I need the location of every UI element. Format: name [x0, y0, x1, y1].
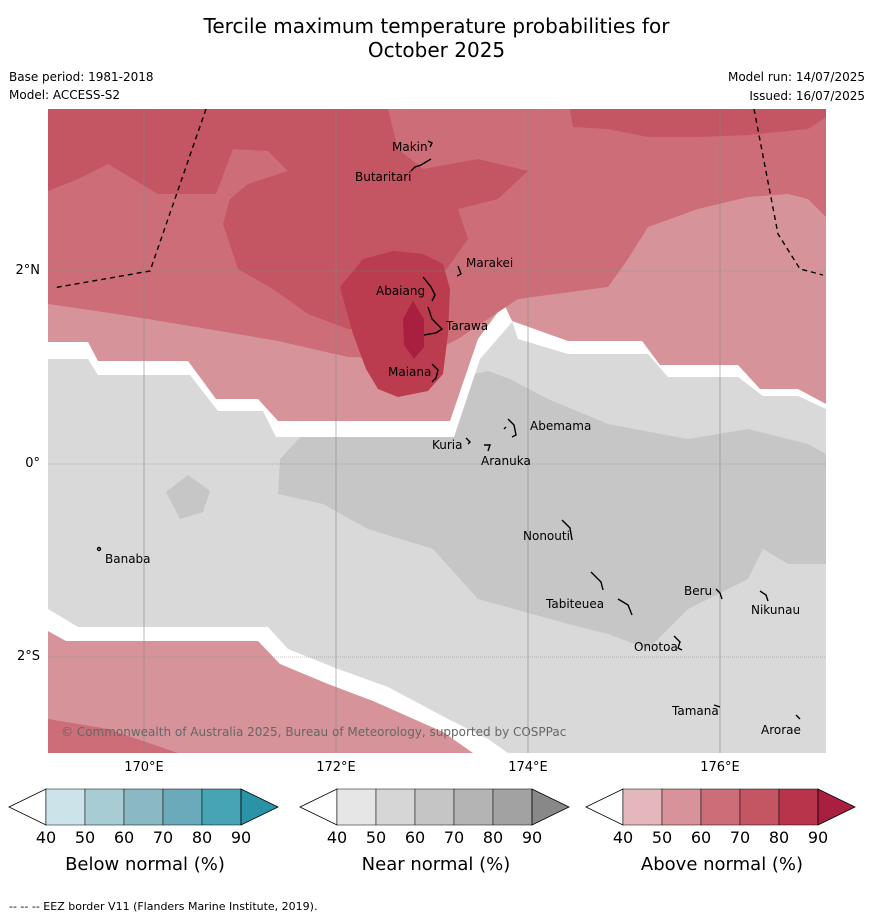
island-outlines: [96, 140, 801, 720]
place-tarawa: Tarawa: [445, 319, 488, 333]
colorbar-below-normal: [8, 788, 279, 826]
model-label: Model: ACCESS-S2: [9, 88, 121, 102]
colorbar-below-tick: 50: [74, 828, 96, 847]
place-maiana: Maiana: [388, 365, 431, 379]
above-normal-80: [340, 251, 450, 397]
colorbar-above-title: Above normal (%): [640, 854, 804, 875]
lat-label-2s: 2°S: [16, 649, 40, 664]
colorbar-below-tick: 60: [113, 828, 135, 847]
lon-label-172e: 172°E: [316, 760, 356, 775]
colorbar-below-segment: [201, 788, 242, 826]
above-normal-90: [403, 301, 424, 359]
eez-footer-note: -- -- -- EEZ border V11 (Flanders Marine…: [9, 900, 318, 913]
issued-date: Issued: 16/07/2025: [749, 89, 865, 103]
colorbar-near-segment: [414, 788, 455, 826]
lon-label-174e: 174°E: [508, 760, 548, 775]
colorbar-near-tick: 90: [521, 828, 543, 847]
colorbar-near-title: Near normal (%): [361, 854, 511, 875]
colorbar-below-segment: [84, 788, 125, 826]
colorbar-above-normal: [585, 788, 856, 826]
colorbar-above-tick: 90: [807, 828, 829, 847]
above-normal-south-60: [48, 719, 178, 753]
lon-label-170e: 170°E: [124, 760, 164, 775]
copyright-notice: © Commonwealth of Australia 2025, Bureau…: [61, 725, 566, 739]
colorbar-below-title: Below normal (%): [65, 854, 225, 875]
colorbar-near-normal: [299, 788, 570, 826]
colorbar-below-low-extend: [8, 788, 47, 826]
colorbar-near-tick: 80: [482, 828, 504, 847]
place-tamana: Tamana: [671, 704, 719, 718]
colorbar-above-segment: [778, 788, 819, 826]
near-normal-darker-patch: [166, 475, 210, 519]
place-aranuka: Aranuka: [481, 454, 531, 468]
eez-border: [52, 109, 824, 289]
colorbar-near-tick: 50: [365, 828, 387, 847]
colorbar-near-tick: 70: [443, 828, 465, 847]
colorbar-above-high-extend: [817, 788, 856, 826]
model-run: Model run: 14/07/2025: [727, 70, 865, 84]
colorbar-near-segment: [336, 788, 377, 826]
place-abaiang: Abaiang: [376, 284, 425, 298]
above-normal-70-east: [570, 109, 826, 137]
colorbar-above-tick: 60: [690, 828, 712, 847]
colorbar-near-tick: 40: [326, 828, 348, 847]
colorbar-above-tick: 70: [729, 828, 751, 847]
place-beru: Beru: [684, 584, 712, 598]
colorbar-below-segment: [123, 788, 164, 826]
colorbar-above-tick: 40: [612, 828, 634, 847]
place-nikunau: Nikunau: [751, 603, 800, 617]
place-kuria: Kuria: [432, 438, 463, 452]
colorbar-near-segment: [453, 788, 494, 826]
map-title: Tercile maximum temperature probabilitie…: [203, 14, 670, 38]
colorbar-above-segment: [739, 788, 780, 826]
place-butaritari: Butaritari: [355, 170, 412, 184]
colorbar-above-tick: 50: [651, 828, 673, 847]
lon-label-176e: 176°E: [700, 760, 740, 775]
probability-map: Makin Butaritari Marakei Abaiang Tarawa …: [48, 109, 826, 753]
colorbar-below-segment: [45, 788, 86, 826]
place-arorae: Arorae: [761, 723, 801, 737]
colorbar-near-low-extend: [299, 788, 338, 826]
colorbar-below-segment: [162, 788, 203, 826]
colorbar-above-segment: [622, 788, 663, 826]
base-period: Base period: 1981-2018: [9, 70, 154, 84]
colorbar-below-tick: 80: [191, 828, 213, 847]
colorbar-below-high-extend: [240, 788, 279, 826]
colorbar-near-high-extend: [531, 788, 570, 826]
colorbar-near-segment: [492, 788, 533, 826]
place-abemama: Abemama: [530, 419, 591, 433]
near-normal-darker-zone: [278, 371, 826, 649]
colorbar-above-segment: [661, 788, 702, 826]
colorbar-above-low-extend: [585, 788, 624, 826]
place-banaba: Banaba: [105, 552, 151, 566]
place-nonouti: Nonouti: [523, 529, 570, 543]
place-tabiteuea: Tabiteuea: [545, 597, 604, 611]
colorbar-near-tick: 60: [404, 828, 426, 847]
place-makin: Makin: [392, 140, 428, 154]
lat-label-2n: 2°N: [15, 263, 41, 278]
map-subtitle: October 2025: [367, 38, 506, 62]
above-normal-70-ne: [48, 109, 208, 154]
place-marakei: Marakei: [466, 256, 513, 270]
graticule: [48, 109, 826, 753]
colorbar-above-tick: 80: [768, 828, 790, 847]
colorbar-below-tick: 70: [152, 828, 174, 847]
colorbar-above-segment: [700, 788, 741, 826]
place-onotoa: Onotoa: [634, 640, 678, 654]
colorbar-below-tick: 40: [35, 828, 57, 847]
colorbar-near-segment: [375, 788, 416, 826]
above-normal-south-50: [48, 631, 473, 753]
colorbar-below-tick: 90: [230, 828, 252, 847]
lat-label-0: 0°: [25, 456, 40, 471]
